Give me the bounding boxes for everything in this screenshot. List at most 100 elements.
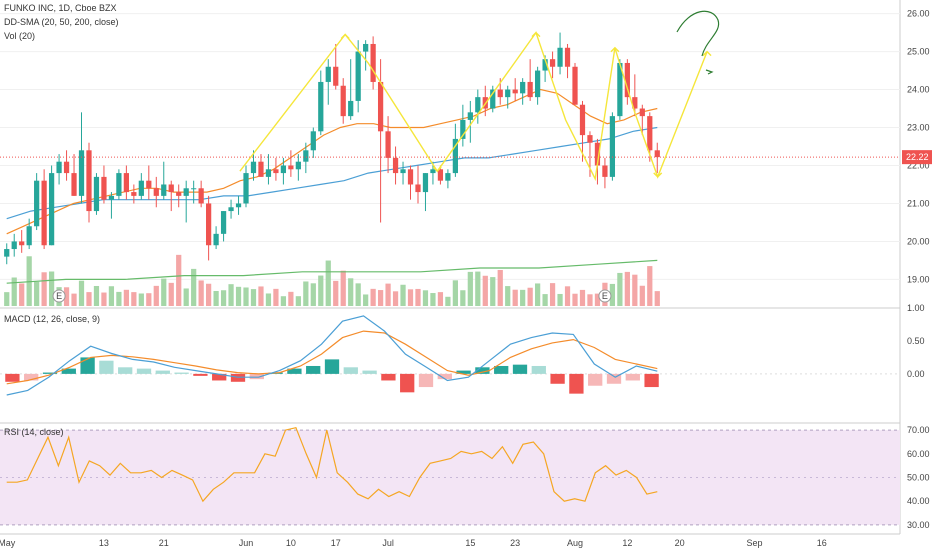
earnings-marker	[52, 289, 66, 303]
macd-tick-label: 0.50	[907, 336, 925, 346]
earnings-marker-label: E	[56, 291, 62, 301]
macd-histogram-bar	[381, 373, 396, 381]
macd-histogram-bar	[80, 357, 95, 374]
candle-body	[250, 161, 257, 174]
candle-body	[116, 173, 122, 196]
volume-bar	[535, 283, 541, 306]
macd-histogram-bar	[588, 373, 603, 386]
candle-body	[370, 43, 376, 82]
volume-bar	[490, 277, 496, 306]
volume-bar	[78, 280, 85, 306]
volume-bar	[340, 270, 346, 306]
candle-body	[34, 180, 40, 227]
volume-bar	[228, 284, 234, 306]
macd-histogram-bar	[437, 373, 452, 380]
volume-bar	[564, 286, 571, 306]
macd-histogram-bar	[569, 373, 584, 394]
time-tick-label: 17	[331, 538, 341, 548]
volume-bar	[475, 271, 481, 306]
macd-histogram-bar	[42, 372, 58, 374]
rsi-tick-label: 40.00	[907, 496, 930, 506]
candle-body	[131, 192, 137, 196]
volume-bar	[437, 292, 444, 306]
volume-bar	[594, 293, 601, 306]
macd-tick-label: 1.00	[907, 303, 925, 313]
volume-bar	[235, 286, 242, 306]
candle-body	[333, 66, 339, 86]
volume-bar	[71, 293, 77, 306]
sma200-line	[6, 259, 658, 284]
time-tick-label: 13	[99, 538, 109, 548]
volume-bar	[93, 285, 100, 306]
candle-body	[587, 135, 593, 143]
time-tick-label: 21	[159, 538, 169, 548]
macd-histogram-bar	[155, 370, 170, 374]
volume-bar	[48, 271, 55, 306]
candle-body	[572, 66, 578, 105]
volume-bar	[445, 296, 451, 306]
volume-bar	[19, 283, 25, 306]
price-tick-label: 21.00	[907, 198, 930, 208]
volume-bar	[131, 292, 137, 306]
candle-body	[168, 184, 174, 193]
candle-body	[318, 81, 324, 132]
volume-bar	[392, 291, 399, 306]
volume-bar	[460, 290, 466, 306]
candle-body	[108, 195, 115, 200]
volume-bar	[609, 283, 616, 306]
time-tick-label: 20	[675, 538, 685, 548]
macd-histogram-bar	[61, 368, 76, 374]
candle-body	[520, 81, 526, 94]
candle-body	[295, 161, 301, 170]
volume-bar	[168, 282, 174, 306]
candle-body	[63, 161, 70, 174]
volume-bar	[295, 296, 301, 306]
volume-bar	[325, 260, 331, 306]
macd-histogram-bar	[418, 373, 434, 388]
volume-bar	[258, 286, 264, 306]
candle-body	[348, 100, 354, 117]
candle-body	[176, 192, 182, 196]
volume-bar	[647, 266, 653, 306]
candle-body	[220, 211, 227, 234]
time-tick-label: Jun	[239, 538, 254, 548]
candle-body	[527, 81, 533, 98]
candle-body	[363, 43, 369, 52]
macd-histogram-bar	[5, 373, 20, 382]
annotation-arrowhead	[702, 50, 712, 57]
candle-body	[78, 150, 85, 196]
volume-bar	[161, 278, 167, 306]
macd-histogram-bar	[606, 373, 622, 384]
volume-bar	[654, 291, 660, 306]
volume-bar	[153, 285, 159, 306]
volume-bar	[527, 287, 533, 306]
price-tick-label: 22.00	[907, 160, 930, 170]
last-price-badge	[902, 150, 932, 165]
candle-body	[617, 62, 623, 117]
macd-histogram-bar	[324, 359, 340, 374]
rsi-tick-label: 30.00	[907, 520, 930, 530]
candle-body	[138, 180, 144, 196]
volume-bar	[452, 280, 458, 306]
macd-histogram-bar	[625, 373, 640, 381]
price-tick-label: 25.00	[907, 47, 930, 57]
candle-body	[654, 150, 660, 158]
annotation-question-dot	[705, 69, 714, 75]
volume-bar	[422, 290, 429, 306]
volume-bar	[557, 293, 563, 306]
volume-bar	[318, 275, 324, 306]
volume-bar	[587, 294, 593, 306]
candle-body	[258, 161, 264, 177]
rsi-tick-label: 50.00	[907, 473, 930, 483]
volume-bar	[243, 287, 249, 306]
volume-bar	[11, 277, 17, 306]
time-tick-label: 10	[286, 538, 296, 548]
macd-histogram-bar	[531, 365, 546, 374]
volume-bar	[355, 283, 361, 306]
volume-bar	[617, 272, 623, 306]
volume-bar	[220, 290, 227, 306]
candle-body	[430, 169, 436, 174]
candle-body	[415, 184, 421, 193]
candle-body	[228, 207, 234, 212]
